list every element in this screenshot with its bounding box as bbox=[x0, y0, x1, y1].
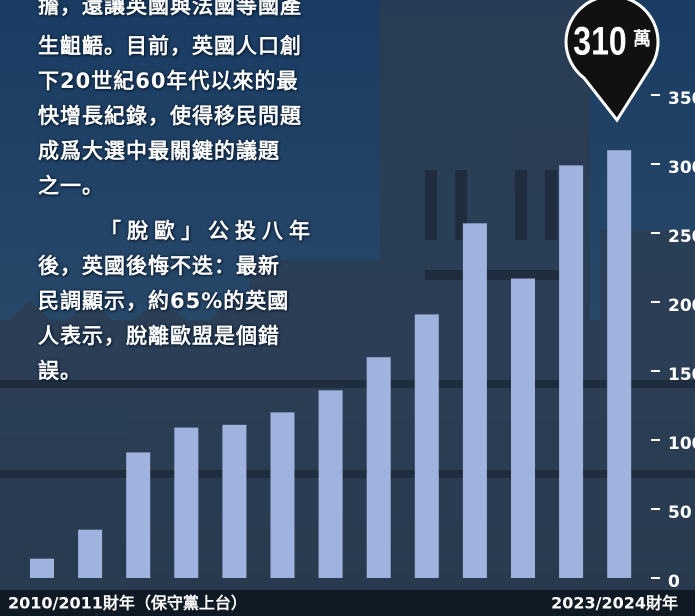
x-tick-label: 2023/2024財年 bbox=[551, 594, 678, 613]
bar bbox=[78, 529, 103, 578]
footer-strip bbox=[0, 590, 695, 616]
bar bbox=[270, 412, 295, 578]
x-tick-label: 2010/2011財年（保守黨上台） bbox=[8, 594, 247, 613]
bar bbox=[607, 150, 632, 578]
windows bbox=[0, 170, 695, 478]
bar bbox=[462, 223, 487, 578]
article-line: 人表示，脫離歐盟是個錯 bbox=[38, 324, 280, 348]
y-tick-label: 50 bbox=[668, 503, 692, 523]
bar bbox=[30, 558, 54, 578]
y-tick-label: 300 bbox=[668, 158, 695, 178]
article-line: 快增長紀錄，使得移民問題 bbox=[38, 104, 302, 128]
bar bbox=[511, 278, 535, 578]
article-line: 成爲大選中最關鍵的議題 bbox=[38, 139, 280, 163]
article-line: 後，英國後悔不迭：最新 bbox=[38, 254, 280, 278]
y-tick-label: 150 bbox=[668, 365, 695, 385]
article-line: 擔，還讓英國與法國等國產 bbox=[38, 0, 302, 18]
y-tick-label: 350 bbox=[668, 89, 695, 109]
bar bbox=[366, 357, 391, 578]
y-tick-label: 100 bbox=[668, 434, 695, 454]
article-line: 誤。 bbox=[38, 359, 82, 383]
callout-bubble bbox=[564, 0, 660, 123]
unit-label: 萬 bbox=[633, 29, 651, 50]
bar bbox=[318, 390, 343, 578]
article-line: 下20世紀60年代以來的最 bbox=[38, 69, 299, 93]
article-line: 之一。 bbox=[38, 174, 104, 198]
article-line: 「脫歐」公投八年 bbox=[100, 219, 316, 243]
article-line: 民調顯示，約65%的英國 bbox=[38, 289, 290, 313]
y-tick-label: 200 bbox=[668, 296, 695, 316]
bar bbox=[174, 427, 199, 578]
bar bbox=[414, 314, 439, 578]
y-tick-label: 0 bbox=[668, 572, 680, 592]
bar bbox=[222, 424, 247, 578]
bar bbox=[559, 165, 584, 578]
y-tick-label: 250 bbox=[668, 227, 695, 247]
bar bbox=[126, 452, 151, 578]
value-label: 310 bbox=[573, 18, 626, 63]
article-line: 生齟齬。目前，英國人口創 bbox=[38, 34, 302, 58]
